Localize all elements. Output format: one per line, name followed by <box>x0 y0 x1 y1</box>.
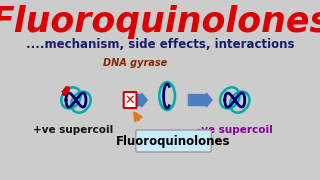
Text: DNA gyrase: DNA gyrase <box>103 58 167 68</box>
FancyArrow shape <box>124 93 147 107</box>
Text: -ve supercoil: -ve supercoil <box>197 125 273 135</box>
Text: +ve supercoil: +ve supercoil <box>33 125 113 135</box>
Ellipse shape <box>63 87 69 95</box>
FancyArrow shape <box>188 93 212 107</box>
Text: Fluoroquinolones: Fluoroquinolones <box>116 134 231 148</box>
Text: Fluoroquinolones: Fluoroquinolones <box>0 5 320 39</box>
Text: ....mechanism, side effects, interactions: ....mechanism, side effects, interaction… <box>26 38 294 51</box>
Text: ✕: ✕ <box>125 94 135 107</box>
FancyBboxPatch shape <box>124 92 137 108</box>
FancyBboxPatch shape <box>136 130 211 152</box>
